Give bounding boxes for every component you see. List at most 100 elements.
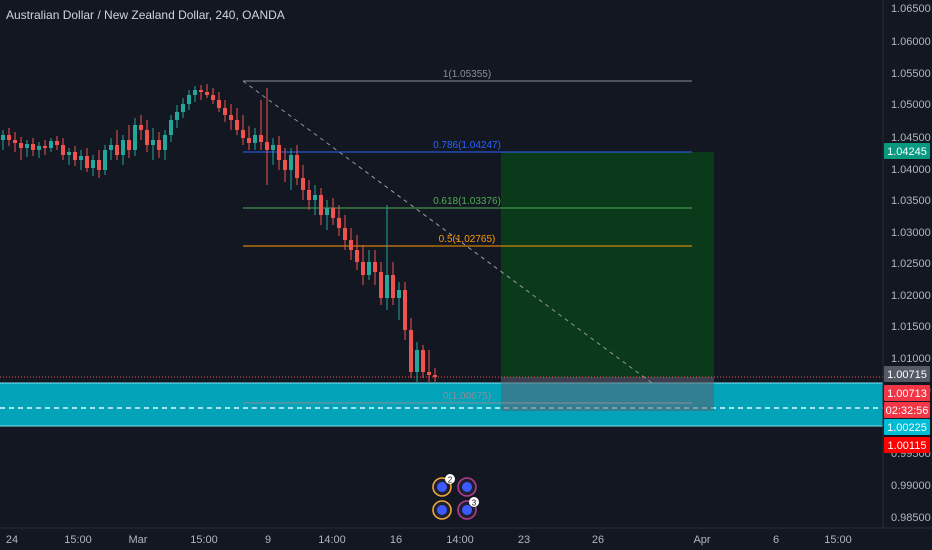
candle [403, 282, 407, 340]
support-zone[interactable] [0, 383, 883, 426]
risk-zone[interactable] [501, 377, 714, 411]
candle [367, 250, 371, 280]
candle [13, 132, 17, 152]
candle [331, 198, 335, 225]
candle [181, 98, 185, 118]
candle [301, 165, 305, 200]
target-zone[interactable] [501, 152, 714, 377]
candle [307, 180, 311, 210]
candle [25, 140, 29, 157]
candle [361, 245, 365, 285]
candle [259, 100, 263, 150]
candle [79, 150, 83, 170]
candle [337, 205, 341, 236]
candle [97, 150, 101, 178]
time-tick-label: Mar [129, 534, 148, 546]
candle [19, 137, 23, 160]
candle [427, 350, 431, 382]
candle [115, 130, 119, 160]
candle [253, 128, 257, 150]
event-marker[interactable] [432, 500, 452, 520]
price-tags: 1.04245 1.00715 1.00713 02:32:56 1.00225 1.00… [884, 143, 930, 453]
price-axis[interactable]: 1.06500 1.06000 1.05500 1.05000 1.04500 1.040… [882, 0, 932, 528]
candle [241, 115, 245, 145]
price-tag: 02:32:56 [884, 402, 930, 418]
time-ticks: 24 15:00 Mar 15:00 9 14:00 16 14:00 23 26 Apr 6 15:0… [6, 534, 852, 546]
candle [265, 88, 269, 185]
candle [433, 368, 437, 382]
price-tick-label: 1.05500 [891, 68, 931, 80]
svg-text:1.00115: 1.00115 [888, 440, 927, 452]
price-tick-label: 1.01000 [891, 353, 931, 365]
candle [223, 100, 227, 122]
candle [1, 130, 5, 150]
fib-level-label: 0.786(1.04247) [433, 140, 501, 151]
candle [385, 205, 389, 310]
candle [61, 138, 65, 160]
candle [235, 108, 239, 135]
candle [169, 115, 173, 142]
candle [157, 132, 161, 158]
price-tick-label: 1.04000 [891, 164, 931, 176]
symbol-title: Australian Dollar / New Zealand Dollar, … [6, 8, 285, 22]
candles-series [1, 84, 437, 382]
time-tick-label: 23 [518, 534, 530, 546]
time-tick-label: 15:00 [824, 534, 852, 546]
candle [55, 136, 59, 150]
fib-level-label: 0.618(1.03376) [433, 196, 501, 207]
time-tick-label: 16 [390, 534, 402, 546]
time-tick-label: 24 [6, 534, 18, 546]
fib-level-label: 0(1.00675) [443, 391, 491, 402]
candle [319, 188, 323, 225]
price-tick-label: 1.01500 [891, 321, 931, 333]
price-tick-label: 1.04500 [891, 132, 931, 144]
price-tag: 1.04245 [884, 143, 930, 159]
svg-text:02:32:56: 02:32:56 [886, 405, 929, 417]
candle [277, 136, 281, 170]
candle [343, 215, 347, 250]
price-tag: 1.00115 [884, 437, 930, 453]
candle [409, 318, 413, 378]
candle [289, 148, 293, 190]
time-tick-label: 6 [773, 534, 779, 546]
candle [175, 105, 179, 128]
candle [103, 145, 107, 175]
candle [91, 155, 95, 176]
time-tick-label: 15:00 [64, 534, 92, 546]
price-tick-label: 1.03500 [891, 195, 931, 207]
candle [67, 148, 71, 165]
event-marker[interactable] [457, 477, 477, 497]
candle [193, 86, 197, 102]
candle [325, 200, 329, 230]
time-axis-bg [0, 528, 932, 550]
event-markers[interactable]: 2 3 [432, 474, 479, 520]
candle [73, 146, 77, 166]
candle [283, 148, 287, 182]
candle [415, 342, 419, 382]
event-badge: 2 [445, 474, 455, 485]
candle [205, 84, 209, 98]
event-badge: 3 [469, 497, 479, 508]
candle [109, 138, 113, 160]
candle [127, 125, 131, 158]
candle [211, 88, 215, 104]
candle [421, 345, 425, 378]
candle [145, 120, 149, 152]
candle [151, 128, 155, 160]
fib-retracement[interactable]: 1(1.05355) 0.786(1.04247) 0.618(1.03376) 0.… [243, 69, 692, 404]
price-tick-label: 1.03000 [891, 227, 931, 239]
time-tick-label: 15:00 [190, 534, 218, 546]
svg-text:1.04245: 1.04245 [887, 146, 927, 158]
time-tick-label: 14:00 [318, 534, 346, 546]
candle [49, 138, 53, 152]
candle [187, 90, 191, 110]
time-axis[interactable]: 24 15:00 Mar 15:00 9 14:00 16 14:00 23 26 Apr 6 15:0… [0, 527, 932, 550]
svg-text:1.00715: 1.00715 [887, 369, 927, 381]
candle [373, 250, 377, 285]
price-tick-label: 1.02500 [891, 258, 931, 270]
candle [247, 126, 251, 150]
time-tick-label: 26 [592, 534, 604, 546]
svg-text:3: 3 [472, 499, 477, 508]
